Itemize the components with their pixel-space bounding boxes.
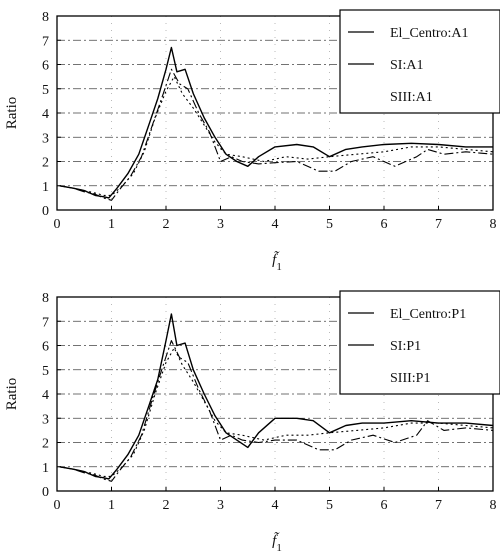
y-tick-label: 3 (42, 412, 49, 427)
x-tick-label: 6 (381, 217, 388, 232)
y-tick-label: 7 (42, 34, 49, 49)
x-tick-label: 0 (54, 498, 61, 513)
y-tick-label: 5 (42, 83, 49, 98)
x-tick-label: 7 (435, 217, 442, 232)
x-tick-label: 4 (272, 498, 279, 513)
y-tick-label: 6 (42, 59, 49, 74)
y-tick-label: 2 (42, 156, 49, 171)
series-line (59, 340, 493, 482)
x-tick-label: 5 (326, 498, 333, 513)
legend-entry: SIII:P1 (390, 371, 430, 386)
x-axis-label: f̃1 (272, 532, 282, 553)
x-axis-label: f̃1 (272, 251, 282, 273)
y-axis-label: Ratio (4, 97, 20, 130)
chart-panel-bottom: 0 1 2 3 4 5 6 7 8 0 1 2 3 4 5 6 7 8 f̃1 Ratio El_Centro:P1 SI… (4, 290, 500, 553)
x-tick-label: 6 (381, 498, 388, 513)
x-tick-label: 8 (490, 498, 497, 513)
series-line (59, 76, 493, 196)
chart-panel-top: 0 1 2 3 4 5 6 7 8 0 1 2 3 4 5 6 7 8 f̃1 Ratio El_Centro:A1 SI… (4, 9, 500, 273)
x-tick-label: 2 (163, 217, 170, 232)
y-tick-label: 7 (42, 315, 49, 330)
legend-box (339, 9, 500, 114)
y-tick-label: 4 (42, 388, 49, 403)
series-line (59, 313, 493, 480)
y-tick-label: 8 (42, 10, 49, 25)
series-line (59, 46, 493, 199)
x-tick-label: 3 (217, 498, 224, 513)
y-tick-label: 6 (42, 340, 49, 355)
y-tick-label: 2 (42, 437, 49, 452)
y-tick-label: 1 (42, 180, 49, 195)
series-line (59, 68, 493, 201)
legend-entry: SI:A1 (390, 58, 423, 73)
y-tick-label: 0 (42, 485, 49, 500)
x-tick-label: 7 (435, 498, 442, 513)
x-tick-label: 2 (163, 498, 170, 513)
x-tick-label: 8 (490, 217, 497, 232)
y-tick-label: 4 (42, 107, 49, 122)
legend-entry: SIII:A1 (390, 90, 433, 105)
x-tick-label: 1 (108, 498, 115, 513)
legend-entry: El_Centro:P1 (390, 307, 466, 322)
x-tick-label: 0 (54, 217, 61, 232)
x-tick-label: 4 (272, 217, 279, 232)
x-tick-label: 3 (217, 217, 224, 232)
y-tick-label: 5 (42, 364, 49, 379)
y-tick-label: 8 (42, 291, 49, 306)
y-tick-label: 3 (42, 131, 49, 146)
y-tick-label: 0 (42, 204, 49, 219)
y-axis-label: Ratio (4, 378, 20, 411)
legend-box (339, 290, 500, 395)
x-tick-label: 5 (326, 217, 333, 232)
y-tick-label: 1 (42, 461, 49, 476)
legend-entry: SI:P1 (390, 339, 421, 354)
legend-entry: El_Centro:A1 (390, 26, 469, 41)
x-tick-label: 1 (108, 217, 115, 232)
